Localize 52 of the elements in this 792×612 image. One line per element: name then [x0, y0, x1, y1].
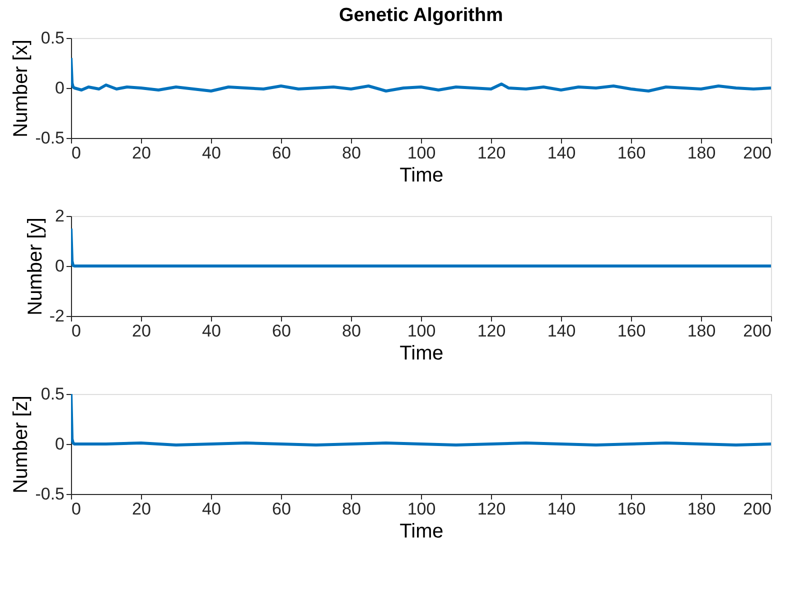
- x-tick-label: 20: [132, 500, 151, 518]
- y-tick-label: 0: [55, 434, 64, 454]
- x-tick-label: 120: [477, 144, 506, 162]
- x-tick-label: 200: [743, 500, 772, 518]
- x-tick-label: 180: [687, 500, 716, 518]
- y-tick-label: -0.5: [35, 484, 64, 504]
- x-tick-label: 180: [687, 322, 716, 340]
- x-tick-label: 20: [132, 322, 151, 340]
- x-tick-label: 0: [72, 500, 81, 518]
- y-tick-label: 0.5: [40, 28, 64, 48]
- x-tick-label: 80: [342, 322, 361, 340]
- y-axis-title: Number [z]: [10, 396, 32, 494]
- x-tick-label: 0: [72, 144, 81, 162]
- x-tick-label: 120: [477, 322, 506, 340]
- line-series: [71, 394, 771, 446]
- chart-title: Genetic Algorithm: [339, 5, 503, 26]
- y-tick-label: 0: [55, 78, 64, 98]
- x-axis-title: Time: [400, 342, 444, 364]
- y-axis-title: Number [x]: [10, 40, 32, 138]
- x-tick-label: 100: [407, 144, 436, 162]
- x-tick-label: 200: [743, 144, 772, 162]
- y-tick-label: 0: [55, 256, 64, 276]
- y-tick-label: 2: [55, 206, 64, 226]
- y-tick-label: -2: [49, 306, 64, 326]
- x-tick-label: 160: [617, 144, 646, 162]
- line-series: [71, 56, 771, 92]
- x-axis-title: Time: [400, 520, 444, 542]
- x-tick-label: 100: [407, 322, 436, 340]
- x-tick-label: 60: [272, 144, 291, 162]
- x-tick-label: 180: [687, 144, 716, 162]
- line-series: [71, 227, 771, 268]
- x-tick-label: 20: [132, 144, 151, 162]
- x-tick-label: 40: [202, 322, 221, 340]
- x-tick-label: 80: [342, 144, 361, 162]
- x-tick-label: 160: [617, 500, 646, 518]
- x-tick-label: 40: [202, 500, 221, 518]
- x-tick-label: 0: [72, 322, 81, 340]
- x-tick-label: 200: [743, 322, 772, 340]
- x-tick-label: 160: [617, 322, 646, 340]
- x-tick-label: 140: [547, 500, 576, 518]
- x-axis-title: Time: [400, 164, 444, 186]
- x-tick-label: 80: [342, 500, 361, 518]
- x-tick-label: 40: [202, 144, 221, 162]
- x-tick-label: 60: [272, 500, 291, 518]
- x-tick-label: 140: [547, 322, 576, 340]
- y-axis-title: Number [y]: [24, 218, 46, 316]
- x-tick-label: 60: [272, 322, 291, 340]
- x-tick-label: 100: [407, 500, 436, 518]
- x-tick-label: 120: [477, 500, 506, 518]
- y-tick-label: -0.5: [35, 128, 64, 148]
- x-tick-label: 140: [547, 144, 576, 162]
- y-tick-label: 0.5: [40, 384, 64, 404]
